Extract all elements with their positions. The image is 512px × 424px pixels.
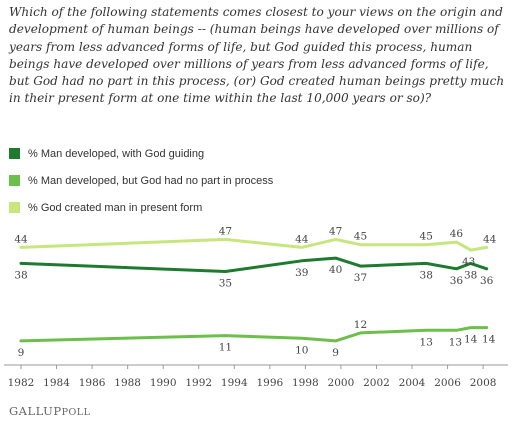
data-label: 40 xyxy=(329,264,342,276)
legend-swatch-mid-green xyxy=(9,175,20,186)
brand-poll: POLL xyxy=(61,407,91,418)
data-label: 44 xyxy=(295,233,309,245)
data-label: 12 xyxy=(354,319,367,331)
legend-label-with-god: % Man developed, with God guiding xyxy=(28,147,205,160)
data-label: 14 xyxy=(482,334,496,346)
legend-label-no-god: % Man developed, but God had no part in … xyxy=(28,174,274,187)
data-label: 37 xyxy=(354,272,367,284)
data-label: 11 xyxy=(219,342,232,354)
data-label: 44 xyxy=(483,233,497,245)
data-label: 45 xyxy=(354,231,367,243)
brand-gallup: GALLUP xyxy=(9,404,62,418)
data-label: 44 xyxy=(14,233,28,245)
line-chart: 1982 1984 1986 1988 1990 1992 1994 1996 1998 2000… xyxy=(4,225,508,389)
legend-swatch-light-green xyxy=(9,202,20,213)
x-tick-label: 1984 xyxy=(43,377,70,389)
legend-item-created: % God created man in present form xyxy=(9,194,273,221)
data-label: 38 xyxy=(420,269,433,281)
data-label: 47 xyxy=(219,225,232,237)
x-tick-label: 1998 xyxy=(292,377,319,389)
data-label: 13 xyxy=(449,336,462,348)
survey-question: Which of the following statements comes … xyxy=(9,5,505,106)
legend-item-no-god: % Man developed, but God had no part in … xyxy=(9,167,273,194)
data-label: 39 xyxy=(295,267,308,279)
data-label: 14 xyxy=(464,334,478,346)
legend-swatch-dark-green xyxy=(9,148,20,159)
data-label: 47 xyxy=(329,225,342,237)
x-tick-label: 1986 xyxy=(79,377,106,389)
data-label: 38 xyxy=(14,269,27,281)
data-label: 13 xyxy=(420,336,433,348)
gallup-poll-logo: GALLUPPOLL xyxy=(9,404,90,418)
data-label: 9 xyxy=(332,347,339,359)
data-label: 43 xyxy=(462,256,475,268)
x-tick-label: 2004 xyxy=(399,377,426,389)
data-label: 38 xyxy=(464,269,477,281)
data-label: 35 xyxy=(219,277,232,289)
data-label: 9 xyxy=(18,347,25,359)
x-tick-label: 2006 xyxy=(434,377,461,389)
data-label: 36 xyxy=(480,275,494,287)
x-tick-label: 2000 xyxy=(328,377,355,389)
data-label: 36 xyxy=(450,275,464,287)
legend-item-with-god: % Man developed, with God guiding xyxy=(9,140,273,167)
x-tick-label: 2002 xyxy=(363,377,390,389)
series-line xyxy=(19,326,489,343)
series-line xyxy=(19,256,489,273)
data-label: 45 xyxy=(420,231,433,243)
x-tick-label: 1990 xyxy=(150,377,177,389)
chart-legend: % Man developed, with God guiding % Man … xyxy=(9,140,273,221)
data-label: 46 xyxy=(450,228,464,240)
x-tick-label: 1982 xyxy=(8,377,35,389)
series-line xyxy=(19,237,489,252)
x-tick-label: 1994 xyxy=(221,377,248,389)
legend-label-created: % God created man in present form xyxy=(28,201,203,214)
x-tick-label: 1996 xyxy=(256,377,283,389)
x-tick-label: 1988 xyxy=(114,377,141,389)
x-tick-label: 2008 xyxy=(470,377,497,389)
x-tick-label: 1992 xyxy=(185,377,212,389)
data-label: 10 xyxy=(295,344,308,356)
